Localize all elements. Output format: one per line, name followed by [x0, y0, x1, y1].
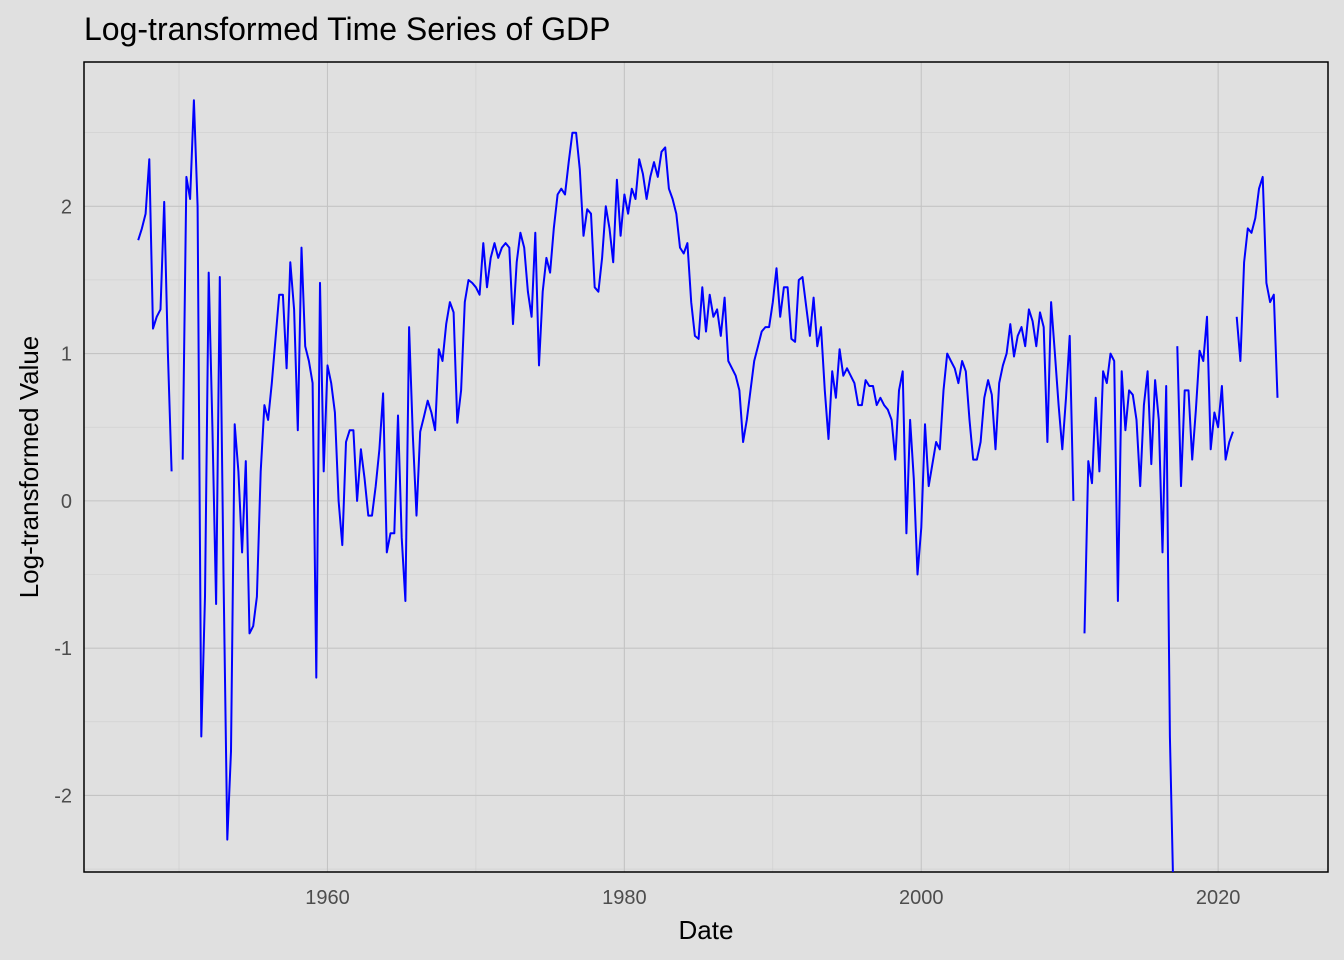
y-tick-label: 1 — [61, 344, 72, 366]
series-line-segment — [181, 99, 1075, 841]
x-tick-label: 1980 — [602, 887, 647, 909]
x-tick-label: 1960 — [305, 887, 350, 909]
chart-title: Log-transformed Time Series of GDP — [84, 11, 610, 47]
y-tick-label: 0 — [61, 491, 72, 513]
y-axis-title: Log-transformed Value — [14, 336, 44, 599]
y-tick-label: 2 — [61, 196, 72, 218]
series-line-segment — [1083, 352, 1174, 873]
series-line-segment — [1176, 315, 1234, 488]
series-layer — [137, 99, 1279, 873]
y-axis-tick-labels: -2 -1 0 1 2 — [54, 196, 72, 807]
series-line-segment — [1235, 175, 1279, 398]
minor-gridlines — [84, 62, 1328, 872]
x-tick-label: 2000 — [899, 887, 944, 909]
y-tick-label: -1 — [54, 638, 72, 660]
x-axis-tick-labels: 1960 1980 2000 2020 — [305, 887, 1240, 909]
y-tick-label: -2 — [54, 785, 72, 807]
x-tick-label: 2020 — [1196, 887, 1241, 909]
series-line-segment — [137, 158, 173, 472]
plot-panel-border — [83, 61, 1329, 873]
x-axis-title: Date — [679, 915, 734, 945]
